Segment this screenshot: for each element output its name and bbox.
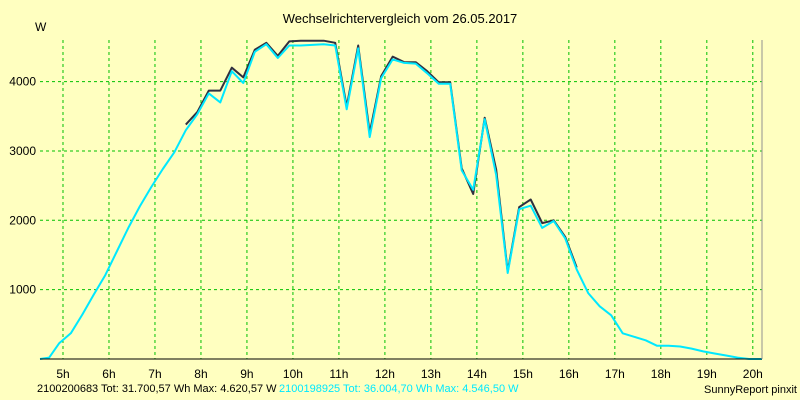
x-tick-label: 17h: [605, 367, 625, 381]
legend-series-2: 2100198925 Tot: 36.004,70 Wh Max: 4.546,…: [279, 383, 519, 395]
x-tick-label: 20h: [743, 367, 763, 381]
y-tick-label: 1000: [9, 283, 36, 297]
legend-series-1: 2100200683 Tot: 31.700,57 Wh Max: 4.620,…: [37, 383, 277, 395]
x-tick-label: 7h: [148, 367, 161, 381]
y-tick-label: 4000: [9, 75, 36, 89]
x-tick-label: 9h: [240, 367, 253, 381]
credit-text: SunnyReport pinxit: [704, 384, 797, 396]
x-tick-label: 16h: [559, 367, 579, 381]
series-lines: [39, 39, 762, 360]
x-tick-label: 5h: [56, 367, 69, 381]
x-tick-label: 6h: [102, 367, 115, 381]
y-tick-label: 2000: [9, 213, 36, 227]
x-tick-label: 15h: [513, 367, 533, 381]
x-tick-label: 18h: [651, 367, 671, 381]
x-tick-label: 14h: [467, 367, 487, 381]
chart-title: Wechselrichtervergleich vom 26.05.2017: [283, 11, 518, 26]
x-tick-labels: 5h 6h 7h 8h 9h 10h 11h 12h 13h 14h 15h 16h 17h 18h 19h…: [56, 367, 763, 381]
y-axis-label: W: [35, 20, 47, 34]
y-tick-label: 3000: [9, 144, 36, 158]
x-tick-label: 8h: [194, 367, 207, 381]
y-tick-labels: 1000 2000 3000 4000: [9, 75, 36, 297]
gridlines: [40, 40, 762, 359]
x-tick-label: 10h: [283, 367, 303, 381]
series-line-2100198925: [39, 43, 762, 360]
series-line-2100200683: [185, 39, 578, 273]
x-tick-label: 11h: [329, 367, 348, 381]
x-tick-label: 19h: [697, 367, 717, 381]
x-tick-label: 12h: [375, 367, 395, 381]
x-tick-label: 13h: [421, 367, 441, 381]
